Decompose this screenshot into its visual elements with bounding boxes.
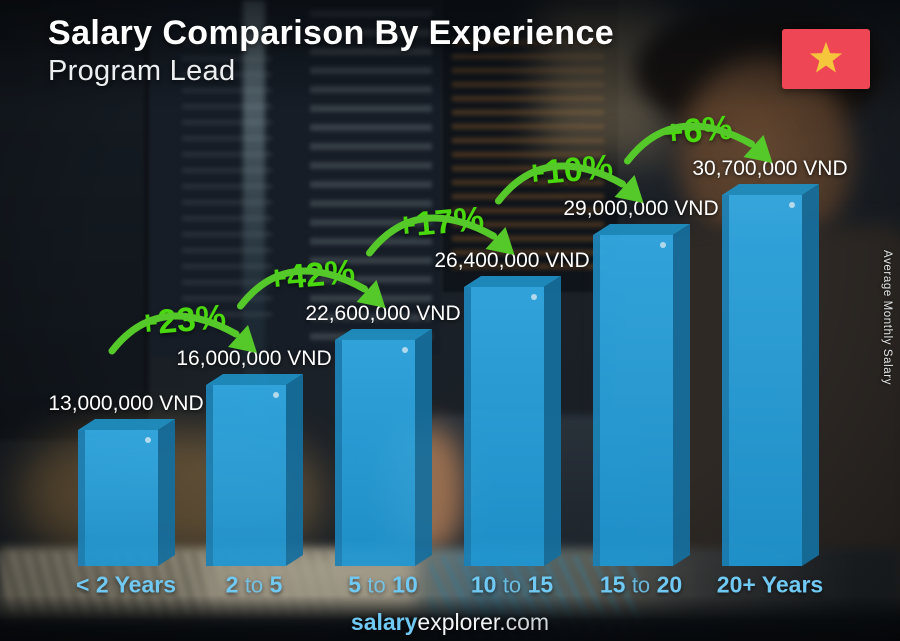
x-axis-label: 2 to 5 — [226, 572, 283, 599]
pct-change-label: +42% — [265, 252, 356, 299]
bg-monitor-left — [0, 45, 148, 440]
footer-brand-tld[interactable]: .com — [499, 609, 550, 635]
x-axis-label: 15 to 20 — [600, 572, 682, 599]
x-label-connector: to — [502, 572, 522, 598]
vietnam-flag — [782, 29, 870, 89]
x-axis-label: 5 to 10 — [348, 572, 418, 599]
x-label-word: 15 — [527, 571, 554, 598]
value-label: 13,000,000 VND — [48, 392, 204, 415]
footer-brand-bold[interactable]: salary — [350, 609, 418, 635]
value-label: 30,700,000 VND — [692, 157, 848, 180]
value-label: 22,600,000 VND — [305, 302, 461, 325]
x-label-word: 20+ — [716, 571, 756, 598]
x-label-word: 10 — [392, 571, 418, 598]
pct-change-label: +23% — [136, 297, 228, 344]
x-label-word: 2 — [225, 571, 239, 598]
x-label-word: 2 — [95, 571, 109, 598]
x-label-word: 20 — [656, 571, 683, 598]
x-label-word: 5 — [348, 571, 362, 598]
x-axis-label: 10 to 15 — [471, 572, 553, 599]
star-icon — [809, 41, 843, 73]
chart-title: Salary Comparison By Experience — [48, 14, 615, 52]
bg-bottom-shade — [0, 595, 900, 641]
page-header: Salary Comparison By Experience Program … — [48, 14, 614, 88]
x-label-connector: to — [367, 572, 386, 598]
footer-brand-rest[interactable]: explorer — [417, 609, 500, 635]
bg-top-shade — [0, 0, 900, 110]
x-axis-label: 20+ Years — [717, 572, 823, 599]
y-axis-title: Average Monthly Salary — [881, 250, 893, 386]
x-label-word: < — [75, 571, 90, 598]
x-label-word: 10 — [470, 571, 497, 598]
pct-change-label: +17% — [394, 199, 485, 246]
site-footer: salaryexplorer.com — [0, 609, 900, 636]
value-label: 29,000,000 VND — [563, 197, 719, 220]
x-label-word: Years — [761, 571, 824, 598]
x-axis-label: < 2 Years — [76, 572, 176, 599]
x-label-connector: to — [631, 572, 651, 598]
pct-change-label: +10% — [523, 147, 614, 194]
x-label-word: Years — [114, 571, 177, 598]
chart-subtitle: Program Lead — [48, 55, 236, 88]
pct-change-label: +6% — [661, 108, 734, 153]
x-label-word: 15 — [599, 571, 626, 598]
value-label: 16,000,000 VND — [176, 347, 332, 370]
x-label-connector: to — [244, 572, 264, 598]
value-label: 26,400,000 VND — [434, 249, 590, 272]
x-label-word: 5 — [269, 571, 283, 598]
